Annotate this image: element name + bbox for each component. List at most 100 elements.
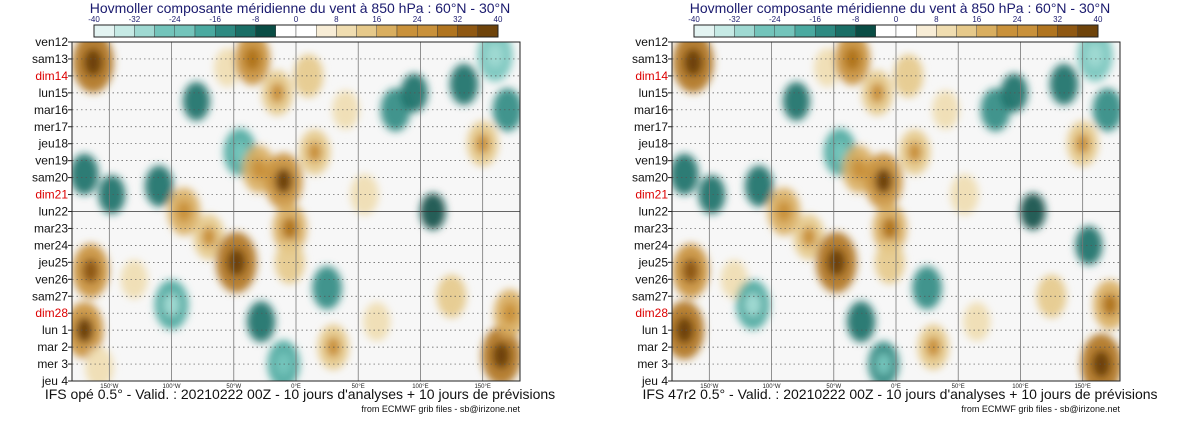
y-tick-label: mer17	[34, 120, 68, 134]
field-blob-core	[675, 316, 694, 344]
right-chart-credit: from ECMWF grib files - sb@irizone.net	[961, 404, 1120, 414]
field-blob-core	[232, 141, 248, 163]
field-blob-core	[1102, 293, 1118, 316]
field-blob	[350, 173, 379, 216]
colorbar-bin	[417, 24, 438, 38]
colorbar-bin	[396, 24, 418, 38]
colorbar-bin	[1057, 24, 1079, 38]
colorbar-bin	[1037, 24, 1058, 38]
field-layer	[72, 42, 520, 381]
colorbar-bin	[855, 24, 877, 38]
colorbar-tick-label: 0	[294, 15, 299, 24]
right-chart-footer: IFS 47r2 0.5° - Valid. : 20210222 00Z - …	[642, 386, 1158, 402]
colorbar-bin	[734, 24, 755, 38]
field-blob	[874, 240, 905, 285]
field-blob-core	[282, 217, 298, 240]
field-blob	[436, 274, 467, 318]
colorbar-bin	[916, 24, 937, 38]
field-blob	[293, 54, 324, 98]
colorbar-tick-label: -32	[729, 15, 741, 24]
field-blob	[932, 90, 960, 130]
colorbar-tick-label: -24	[169, 15, 181, 24]
right-hovmoller-chart: ven12 sam13 dim14 lun15 mar16 mer17 jeu18 ven19…	[632, 15, 1121, 390]
colorbar-bin	[1077, 24, 1099, 38]
colorbar-bin	[774, 24, 796, 38]
colorbar-bin	[134, 24, 155, 38]
y-tick-label: mar 2	[637, 340, 668, 354]
field-blob	[120, 259, 148, 299]
y-tick-label: dim21	[635, 188, 668, 202]
y-tick-label: mar16	[34, 103, 68, 117]
colorbar-bin	[174, 24, 196, 38]
y-tick-label: jeu 4	[641, 374, 668, 388]
y-tick-label: sam13	[632, 52, 668, 66]
y-tick-label: mer24	[34, 238, 68, 252]
field-blob-core	[851, 158, 867, 180]
colorbar-tick-label: 40	[1094, 15, 1103, 24]
colorbar-bin	[996, 24, 1018, 38]
colorbar-bin	[814, 24, 836, 38]
y-tick-label: mer 3	[37, 357, 68, 371]
field-blob	[274, 240, 305, 285]
field-blob	[912, 266, 943, 310]
colorbar-tick-label: 32	[1053, 15, 1062, 24]
field-blobs	[672, 42, 1120, 381]
y-tick-label: jeu18	[38, 137, 69, 151]
x-tick-label: 50°W	[226, 384, 241, 390]
field-blob-core	[270, 82, 285, 104]
colorbar-bin	[976, 24, 998, 38]
y-tick-label: mar23	[34, 221, 68, 235]
field-blob	[1036, 274, 1067, 318]
colorbar-tick-label: -16	[809, 15, 821, 24]
x-tick-label: 100°W	[763, 384, 781, 390]
y-tick-label: lun15	[39, 86, 69, 100]
x-tick-label: 100°E	[412, 384, 428, 390]
colorbar-bin	[457, 24, 479, 38]
y-tick-label: lun22	[39, 205, 69, 219]
field-blob	[782, 81, 810, 121]
y-tick-label: lun 1	[642, 323, 668, 337]
right-hovmoller-panel: ven12 sam13 dim14 lun15 mar16 mer17 jeu18 ven19…	[600, 0, 1200, 424]
field-blob	[214, 47, 242, 87]
field-blob-core	[251, 158, 267, 180]
field-blob	[950, 173, 979, 216]
y-tick-label: dim28	[35, 306, 68, 320]
x-tick-label: 0°E	[891, 384, 901, 390]
colorbar-bin	[275, 24, 297, 38]
field-blob	[963, 302, 991, 342]
field-blob-core	[832, 141, 848, 163]
colorbar-bin	[113, 24, 135, 38]
colorbar-bin	[956, 24, 978, 38]
right-chart-title: Hovmoller composante méridienne du vent …	[689, 0, 1111, 16]
colorbar-bin	[754, 24, 776, 38]
x-tick-label: 50°W	[826, 384, 841, 390]
colorbar-tick-label: 32	[453, 15, 462, 24]
field-blob	[672, 153, 699, 195]
field-blob-core	[82, 258, 99, 284]
field-blob-core	[801, 226, 816, 248]
y-tick-label: sam20	[32, 171, 68, 185]
colorbar-bin	[255, 24, 277, 38]
y-tick-label: dim14	[635, 69, 668, 83]
colorbar-bin	[376, 24, 398, 38]
y-tick-label: lun15	[639, 86, 669, 100]
x-tick-label: 150°W	[100, 384, 118, 390]
colorbar-tick-label: -24	[769, 15, 781, 24]
field-blob	[182, 81, 210, 121]
y-tick-label: dim14	[35, 69, 68, 83]
field-blob	[246, 301, 276, 343]
y-tick-label: ven19	[35, 154, 68, 168]
left-chart-footer: IFS opé 0.5° - Valid. : 20210222 00Z - 1…	[44, 386, 556, 402]
colorbar-bin	[235, 24, 256, 38]
colorbar-bin	[194, 24, 216, 38]
colorbar-bin	[835, 24, 856, 38]
colorbar-tick-label: -8	[252, 15, 260, 24]
y-tick-label: lun22	[639, 205, 669, 219]
field-blob-core	[874, 168, 893, 194]
y-tick-label: mar 2	[37, 340, 68, 354]
colorbar-tick-label: -32	[129, 15, 141, 24]
field-blob	[72, 153, 99, 195]
x-tick-label: 100°E	[1012, 384, 1028, 390]
field-blob	[449, 63, 479, 105]
y-tick-label: dim28	[635, 306, 668, 320]
